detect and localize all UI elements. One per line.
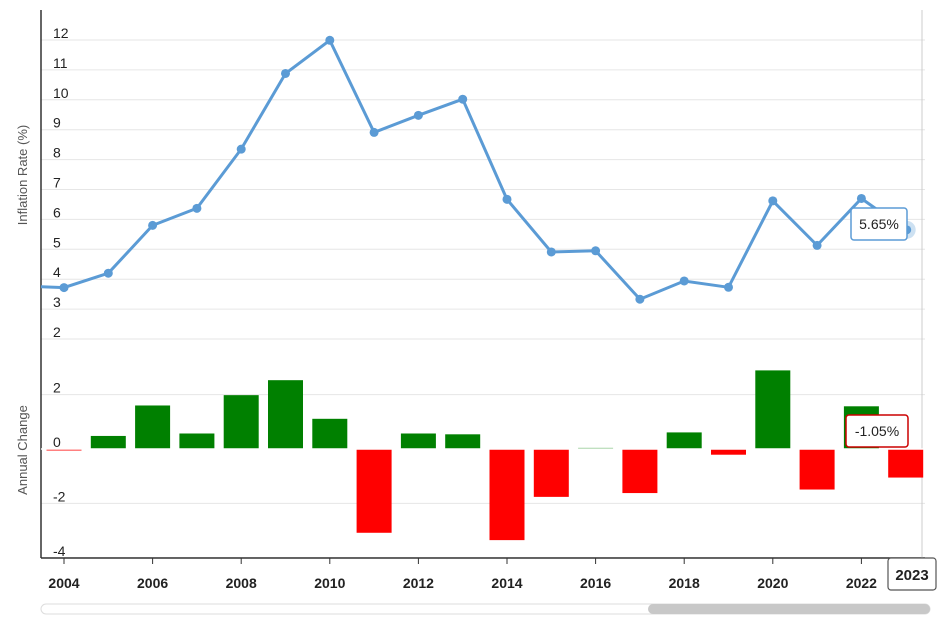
- x-tick-label: 2010: [314, 575, 345, 591]
- y-tick-label: 4: [53, 264, 61, 280]
- bottom-panel-gridlines: [41, 394, 925, 559]
- y-tick-label: -4: [53, 543, 66, 559]
- point-2006[interactable]: [148, 220, 158, 230]
- bar-2005[interactable]: [90, 435, 126, 449]
- x-tick-label: 2022: [846, 575, 877, 591]
- annual-change-axis-title: Annual Change: [15, 405, 30, 495]
- y-tick-label: 11: [53, 55, 68, 71]
- y-tick-label: -2: [53, 488, 66, 504]
- bar-2011[interactable]: [356, 449, 392, 533]
- y-tick-label: 6: [53, 204, 61, 220]
- point-2022[interactable]: [856, 193, 866, 203]
- bar-2018[interactable]: [666, 432, 702, 449]
- x-tick-label: 2020: [757, 575, 788, 591]
- y-tick-label: 2: [53, 380, 61, 396]
- inflation-points: [59, 35, 916, 304]
- point-2005[interactable]: [103, 268, 113, 278]
- point-2011[interactable]: [369, 127, 379, 137]
- scrollbar-thumb[interactable]: [648, 604, 930, 614]
- inflation-tooltip: 5.65%: [850, 207, 908, 241]
- y-tick-label: 3: [53, 294, 61, 310]
- point-2004[interactable]: [59, 283, 69, 293]
- top-panel-y-ticks: 2 3 4 5 6 7 8 9 10 11 12: [53, 25, 69, 340]
- point-2007[interactable]: [192, 203, 202, 213]
- point-2018[interactable]: [679, 276, 689, 286]
- crosshair-x-label: 2023: [887, 557, 937, 591]
- point-2017[interactable]: [635, 294, 645, 304]
- x-tick-label: 2004: [48, 575, 79, 591]
- x-tick-label: 2016: [580, 575, 611, 591]
- x-tick-label: 2014: [491, 575, 522, 591]
- point-2008[interactable]: [236, 144, 246, 154]
- y-tick-label: 2: [53, 324, 61, 340]
- bar-2014[interactable]: [489, 449, 525, 541]
- y-tick-label: 10: [53, 85, 69, 101]
- bar-2007[interactable]: [179, 433, 215, 449]
- inflation-line: [40, 38, 907, 301]
- top-panel-gridlines: [41, 39, 925, 340]
- inflation-tooltip-value: 5.65%: [859, 216, 899, 232]
- bar-2017[interactable]: [622, 449, 658, 494]
- annual-change-tooltip: -1.05%: [845, 414, 909, 448]
- point-2016[interactable]: [591, 246, 601, 256]
- x-axis-ticks: 2004 2006 2008 2010 2012 2014 2016 2018 2020 2022: [48, 558, 877, 591]
- point-2021[interactable]: [812, 240, 822, 250]
- y-tick-label: 8: [53, 145, 61, 161]
- point-2010[interactable]: [325, 35, 335, 45]
- horizontal-scrollbar[interactable]: [40, 603, 931, 615]
- point-2012[interactable]: [413, 110, 423, 120]
- point-2013[interactable]: [458, 94, 468, 104]
- crosshair-year: 2023: [895, 567, 928, 584]
- bar-2021[interactable]: [799, 449, 835, 490]
- bar-2008[interactable]: [223, 395, 259, 449]
- bottom-panel-y-ticks: -4 -2 0 2: [53, 380, 66, 559]
- x-tick-label: 2018: [669, 575, 700, 591]
- bar-2012[interactable]: [400, 433, 436, 449]
- bar-2006[interactable]: [135, 405, 171, 449]
- y-tick-label: 7: [53, 175, 61, 191]
- bar-2015[interactable]: [533, 449, 569, 497]
- y-tick-label: 12: [53, 25, 69, 41]
- point-2014[interactable]: [502, 194, 512, 204]
- x-tick-label: 2008: [226, 575, 257, 591]
- x-tick-label: 2006: [137, 575, 168, 591]
- annual-change-bars: [46, 370, 924, 541]
- point-2019[interactable]: [724, 282, 733, 292]
- bar-2020[interactable]: [755, 370, 791, 449]
- bar-2010[interactable]: [312, 418, 348, 449]
- y-tick-label: 0: [53, 434, 61, 450]
- point-2020[interactable]: [768, 196, 778, 206]
- annual-change-tooltip-value: -1.05%: [855, 423, 899, 439]
- bar-2023[interactable]: [888, 449, 924, 478]
- point-2015[interactable]: [546, 247, 556, 257]
- x-tick-label: 2012: [403, 575, 434, 591]
- bar-2013[interactable]: [445, 434, 481, 449]
- y-tick-label: 5: [53, 234, 61, 250]
- point-2009[interactable]: [281, 68, 290, 78]
- y-tick-label: 9: [53, 115, 61, 131]
- bar-2009[interactable]: [268, 380, 303, 449]
- bar-2019[interactable]: [711, 449, 746, 455]
- inflation-axis-title: Inflation Rate (%): [15, 125, 30, 225]
